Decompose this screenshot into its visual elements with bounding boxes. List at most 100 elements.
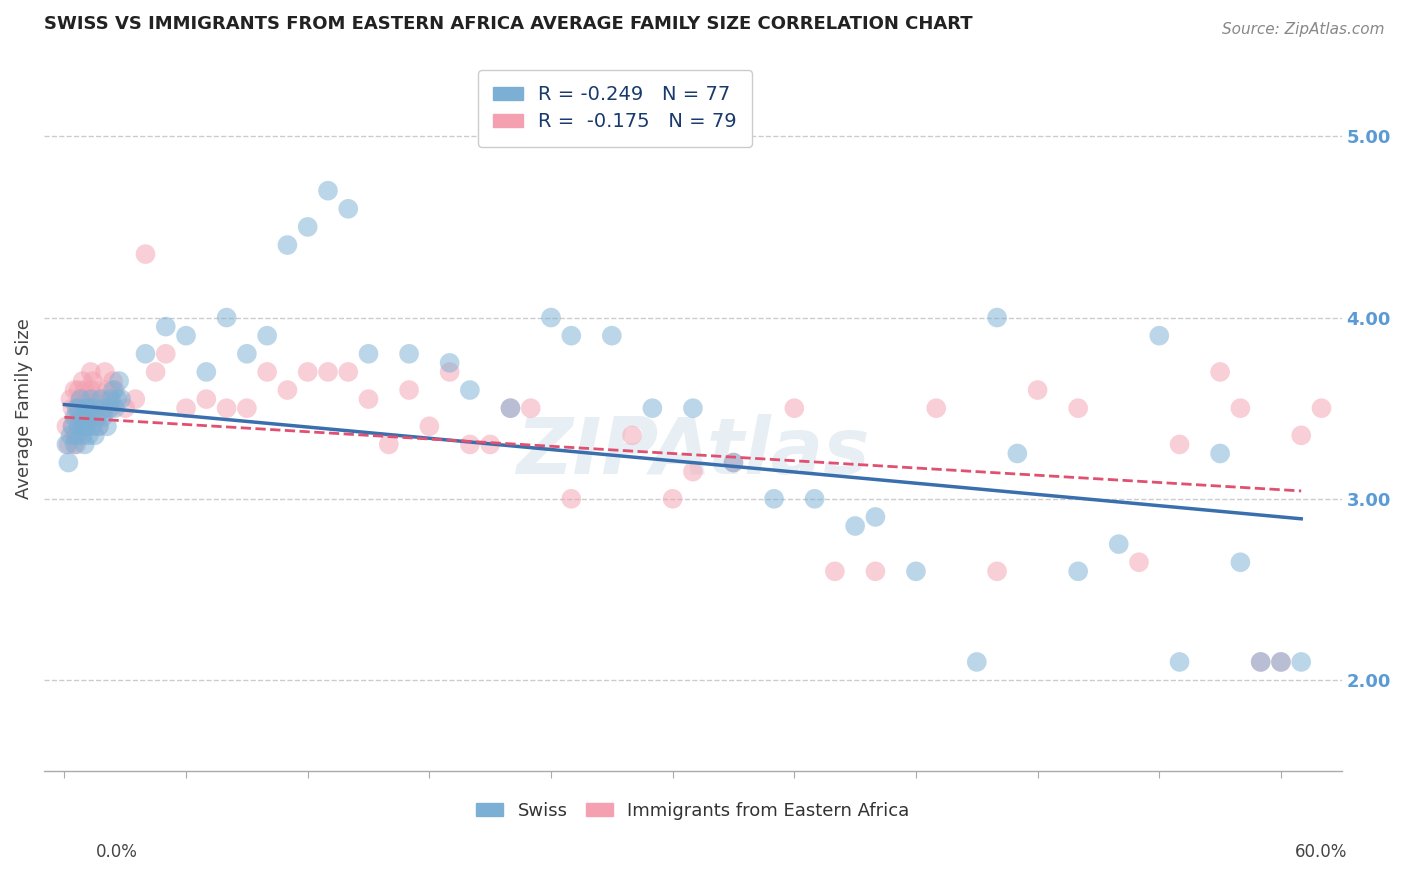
Point [83, 428, 105, 442]
Point [398, 347, 420, 361]
Point [104, 401, 127, 416]
Point [925, 401, 948, 416]
Point [86, 383, 108, 397]
Point [82, 401, 104, 416]
Point [439, 365, 461, 379]
Point [297, 219, 319, 234]
Point [519, 401, 541, 416]
Point [76, 419, 98, 434]
Point [55, 437, 77, 451]
Point [91, 410, 114, 425]
Point [195, 365, 218, 379]
Point [76, 401, 98, 416]
Point [145, 365, 167, 379]
Point [641, 401, 664, 416]
Point [1209, 446, 1232, 460]
Point [94, 401, 117, 416]
Point [90, 392, 112, 406]
Point [94, 365, 117, 379]
Point [682, 401, 704, 416]
Point [723, 456, 745, 470]
Point [67, 401, 90, 416]
Point [86, 410, 108, 425]
Text: SWISS VS IMMIGRANTS FROM EASTERN AFRICA AVERAGE FAMILY SIZE CORRELATION CHART: SWISS VS IMMIGRANTS FROM EASTERN AFRICA … [44, 15, 973, 33]
Point [124, 392, 146, 406]
Point [276, 238, 298, 252]
Point [69, 392, 91, 406]
Point [63, 437, 86, 451]
Point [69, 410, 91, 425]
Point [134, 347, 156, 361]
Point [67, 383, 90, 397]
Point [63, 410, 86, 425]
Point [98, 401, 121, 416]
Point [62, 419, 84, 434]
Point [621, 428, 644, 442]
Point [59, 428, 82, 442]
Point [1250, 655, 1272, 669]
Point [1168, 655, 1191, 669]
Point [101, 374, 124, 388]
Point [77, 410, 100, 425]
Point [1270, 655, 1292, 669]
Point [65, 410, 87, 425]
Point [1250, 655, 1272, 669]
Point [1067, 564, 1090, 578]
Point [256, 328, 278, 343]
Point [1310, 401, 1333, 416]
Point [98, 392, 121, 406]
Point [65, 428, 87, 442]
Y-axis label: Average Family Size: Average Family Size [15, 318, 32, 499]
Point [195, 392, 218, 406]
Point [174, 328, 197, 343]
Point [77, 428, 100, 442]
Point [87, 419, 110, 434]
Point [276, 383, 298, 397]
Text: 60.0%: 60.0% [1295, 843, 1347, 861]
Point [63, 383, 86, 397]
Text: Source: ZipAtlas.com: Source: ZipAtlas.com [1222, 22, 1385, 37]
Point [62, 401, 84, 416]
Point [1289, 428, 1312, 442]
Point [297, 365, 319, 379]
Point [458, 437, 481, 451]
Point [69, 410, 91, 425]
Point [96, 383, 118, 397]
Point [600, 328, 623, 343]
Point [215, 310, 238, 325]
Point [114, 401, 136, 416]
Point [560, 491, 582, 506]
Point [236, 401, 259, 416]
Point [236, 347, 259, 361]
Point [499, 401, 522, 416]
Point [337, 365, 360, 379]
Point [1209, 365, 1232, 379]
Point [58, 456, 80, 470]
Point [215, 401, 238, 416]
Point [1067, 401, 1090, 416]
Point [63, 428, 86, 442]
Point [72, 419, 94, 434]
Point [1128, 555, 1150, 569]
Point [439, 356, 461, 370]
Legend: Swiss, Immigrants from Eastern Africa: Swiss, Immigrants from Eastern Africa [470, 795, 917, 827]
Point [803, 491, 825, 506]
Point [72, 428, 94, 442]
Point [723, 456, 745, 470]
Point [91, 401, 114, 416]
Point [101, 383, 124, 397]
Point [100, 392, 122, 406]
Point [1270, 655, 1292, 669]
Point [1289, 655, 1312, 669]
Point [560, 328, 582, 343]
Point [90, 392, 112, 406]
Point [1108, 537, 1130, 551]
Point [337, 202, 360, 216]
Point [966, 655, 988, 669]
Point [682, 465, 704, 479]
Point [1149, 328, 1171, 343]
Point [104, 383, 127, 397]
Point [155, 319, 177, 334]
Point [73, 410, 96, 425]
Point [65, 401, 87, 416]
